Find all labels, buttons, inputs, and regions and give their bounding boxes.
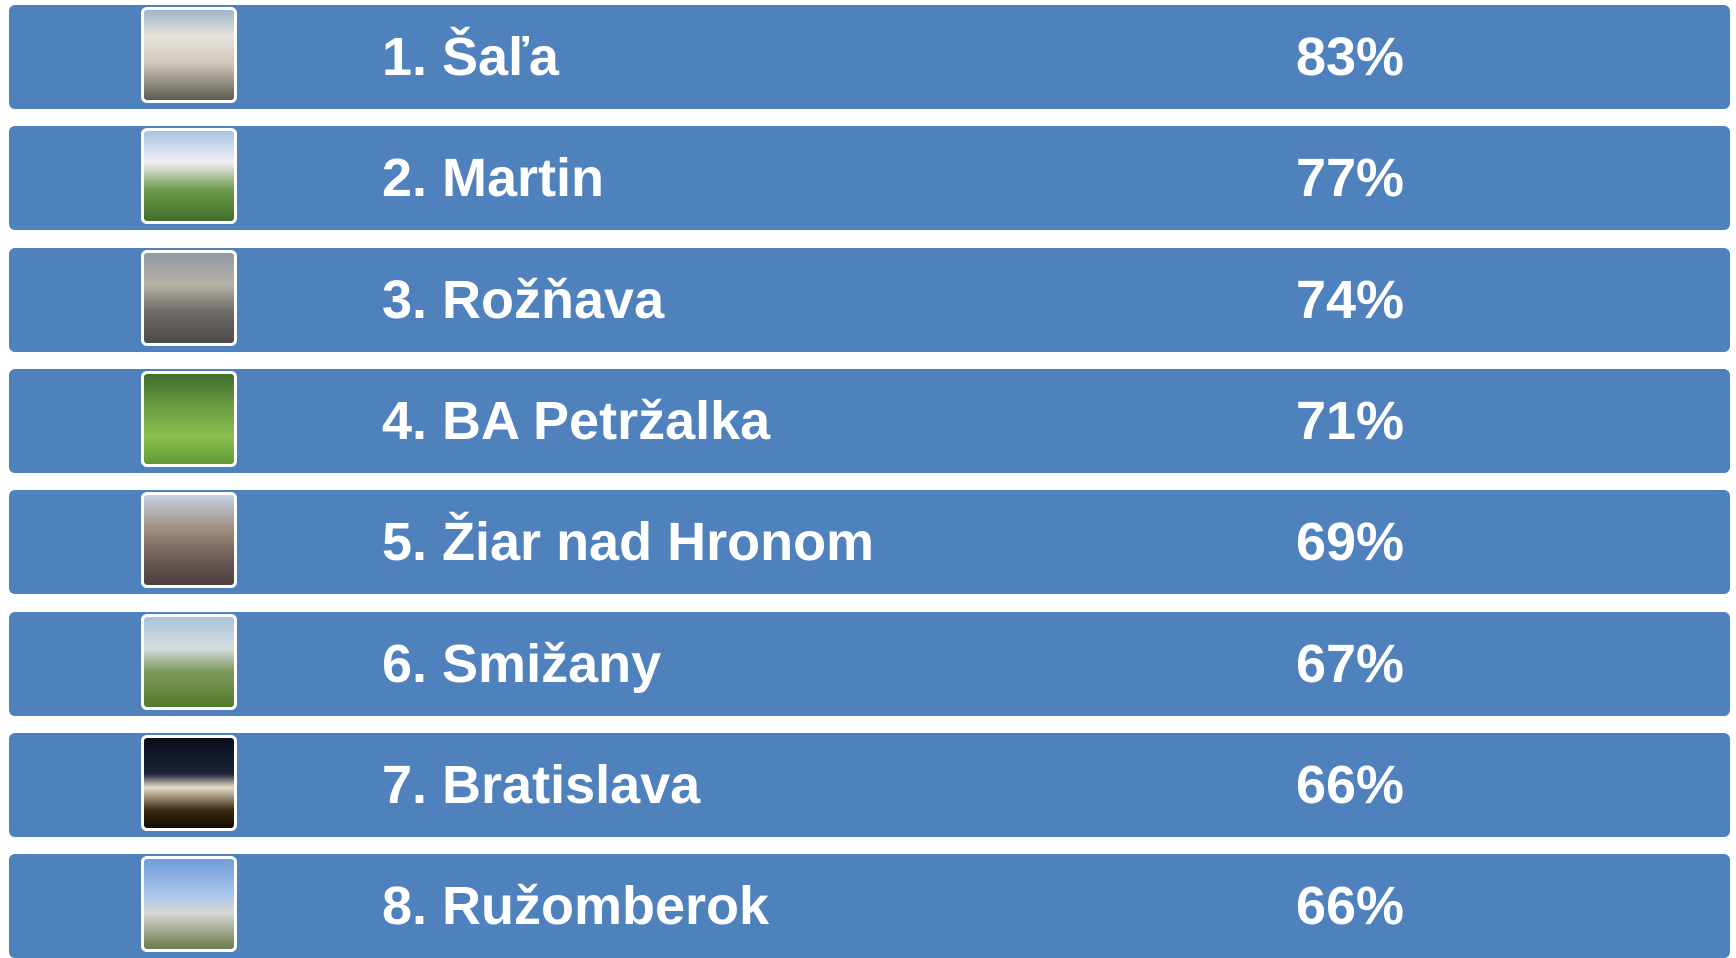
ranking-row: 1. Šaľa 83%: [9, 5, 1730, 109]
city-percent: 74%: [1279, 248, 1421, 352]
city-name: 8. Ružomberok: [382, 854, 769, 958]
city-percent: 66%: [1279, 733, 1421, 837]
ranking-row: 4. BA Petržalka 71%: [9, 369, 1730, 473]
city-name: 5. Žiar nad Hronom: [382, 490, 874, 594]
city-thumbnail: [141, 128, 237, 224]
ranking-row: 8. Ružomberok 66%: [9, 854, 1730, 958]
city-thumbnail: [141, 735, 237, 831]
city-name: 1. Šaľa: [382, 5, 559, 109]
city-percent: 77%: [1279, 126, 1421, 230]
city-thumbnail: [141, 856, 237, 952]
ranking-row: 3. Rožňava 74%: [9, 248, 1730, 352]
city-percent: 66%: [1279, 854, 1421, 958]
city-percent: 67%: [1279, 612, 1421, 716]
page: 1. Šaľa 83% 2. Martin 77% 3. Rožňava 74% 4. BA…: [0, 0, 1736, 955]
city-percent: 83%: [1279, 5, 1421, 109]
city-name: 6. Smižany: [382, 612, 661, 716]
city-name: 4. BA Petržalka: [382, 369, 770, 473]
ranking-row: 2. Martin 77%: [9, 126, 1730, 230]
city-thumbnail: [141, 250, 237, 346]
city-thumbnail: [141, 614, 237, 710]
city-thumbnail: [141, 492, 237, 588]
city-name: 2. Martin: [382, 126, 604, 230]
ranking-row: 6. Smižany 67%: [9, 612, 1730, 716]
ranking-row: 7. Bratislava 66%: [9, 733, 1730, 837]
city-percent: 69%: [1279, 490, 1421, 594]
city-name: 3. Rožňava: [382, 248, 664, 352]
ranking-row: 5. Žiar nad Hronom 69%: [9, 490, 1730, 594]
city-name: 7. Bratislava: [382, 733, 700, 837]
city-thumbnail: [141, 371, 237, 467]
city-thumbnail: [141, 7, 237, 103]
city-percent: 71%: [1279, 369, 1421, 473]
